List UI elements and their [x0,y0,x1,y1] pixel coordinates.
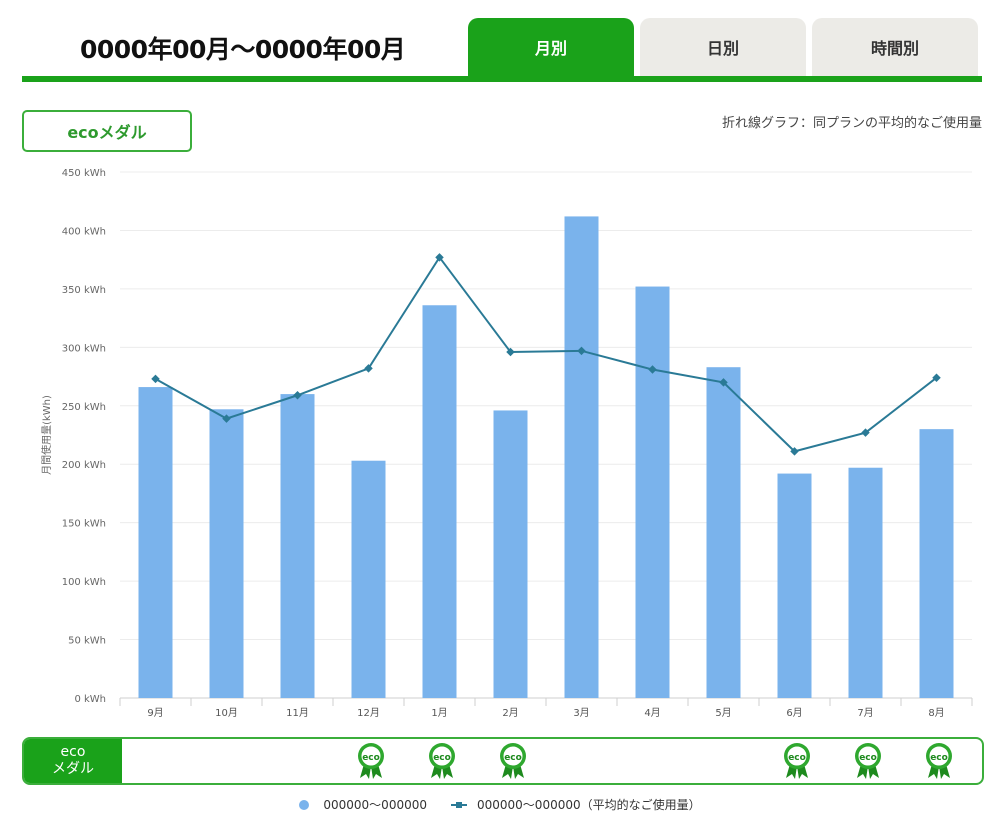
y-tick-label: 400 kWh [62,226,106,237]
average-point [719,378,728,387]
usage-chart: 0 kWh 50 kWh 100 kWh 150 kWh 200 kWh 250 kWh 3… [40,168,973,719]
y-tick-label: 450 kWh [62,168,106,179]
average-line [155,255,938,453]
tab-hourly[interactable]: 時間別 [812,18,978,76]
eco-medal-icon: eco [356,742,386,780]
x-tick-label: 7月 [857,707,873,719]
header-divider [22,76,982,82]
eco-medal-row-label-bottom: メダル [52,761,94,777]
chart-legend: 000000〜000000 000000〜000000（平均的なご使用量） [0,796,1000,813]
y-axis-label: 月間使用量(kWh) [40,395,53,475]
average-point [861,428,870,437]
usage-bar [919,429,954,698]
average-point [932,373,941,382]
average-point [506,347,515,357]
y-tick-label: 250 kWh [62,402,106,413]
y-tick-label: 350 kWh [62,285,106,296]
y-tick-label: 150 kWh [62,519,106,530]
page-title: 0000年00月〜0000年00月 [80,35,406,64]
eco-medal-icon: eco [782,742,812,780]
eco-medal-icon: eco [498,742,528,780]
svg-text:eco: eco [930,753,948,763]
svg-text:eco: eco [788,753,806,763]
usage-bar [280,394,315,698]
y-tick-label: 0 kWh [74,694,106,705]
legend-usage-label: 000000〜000000 [323,798,427,812]
usage-bar [635,286,670,698]
average-point [364,364,373,373]
average-point [577,346,586,356]
usage-bar [493,410,528,698]
legend-bar-marker [299,799,310,810]
usage-bar [422,305,457,698]
x-tick-label: 9月 [147,707,163,719]
y-tick-label: 200 kWh [62,460,106,471]
y-tick-label: 100 kWh [62,577,106,588]
usage-bar [777,473,812,698]
x-tick-label: 10月 [215,707,238,719]
average-point [151,374,160,384]
x-tick-label: 11月 [286,707,309,719]
average-point [435,253,444,262]
x-tick-label: 12月 [357,707,380,719]
x-tick-label: 1月 [431,707,447,719]
average-point [293,391,302,400]
eco-medal-row-label: eco メダル [24,739,122,783]
svg-text:eco: eco [362,753,380,763]
eco-medal-icon: eco [924,742,954,780]
svg-text:eco: eco [504,753,522,763]
svg-text:eco: eco [859,753,877,763]
usage-bar [138,387,173,698]
usage-bar [706,367,741,698]
eco-medal-icon: eco [853,742,883,780]
eco-medal-row: eco メダル eco eco eco eco eco eco [22,737,984,785]
legend-average-label: 000000〜000000（平均的なご使用量） [477,798,701,812]
y-tick-label: 50 kWh [68,636,106,647]
x-tick-label: 8月 [928,707,944,719]
average-point [648,365,657,374]
legend-item-usage[interactable]: 000000〜000000 [299,796,427,813]
average-point [790,447,799,456]
x-tick-label: 4月 [644,707,660,719]
eco-medal-button[interactable]: ecoメダル [22,110,192,152]
x-tick-label: 2月 [502,707,518,719]
x-tick-label: 5月 [715,707,731,719]
eco-medal-icon: eco [427,742,457,780]
tab-monthly[interactable]: 月別 [468,18,634,76]
svg-text:eco: eco [433,753,451,763]
usage-bar [848,467,883,698]
x-tick-label: 6月 [786,707,802,719]
average-point [222,414,231,423]
legend-line-marker [451,801,467,808]
y-tick-label: 300 kWh [62,343,106,354]
legend-item-average[interactable]: 000000〜000000（平均的なご使用量） [451,796,701,813]
usage-bar [209,409,244,698]
tab-daily[interactable]: 日別 [640,18,806,76]
chart-note: 折れ線グラフ：同プランの平均的なご使用量 [721,116,982,131]
x-tick-label: 3月 [573,707,589,719]
usage-bar [351,460,386,698]
usage-bar [564,216,599,698]
eco-medal-row-label-top: eco [60,744,86,760]
